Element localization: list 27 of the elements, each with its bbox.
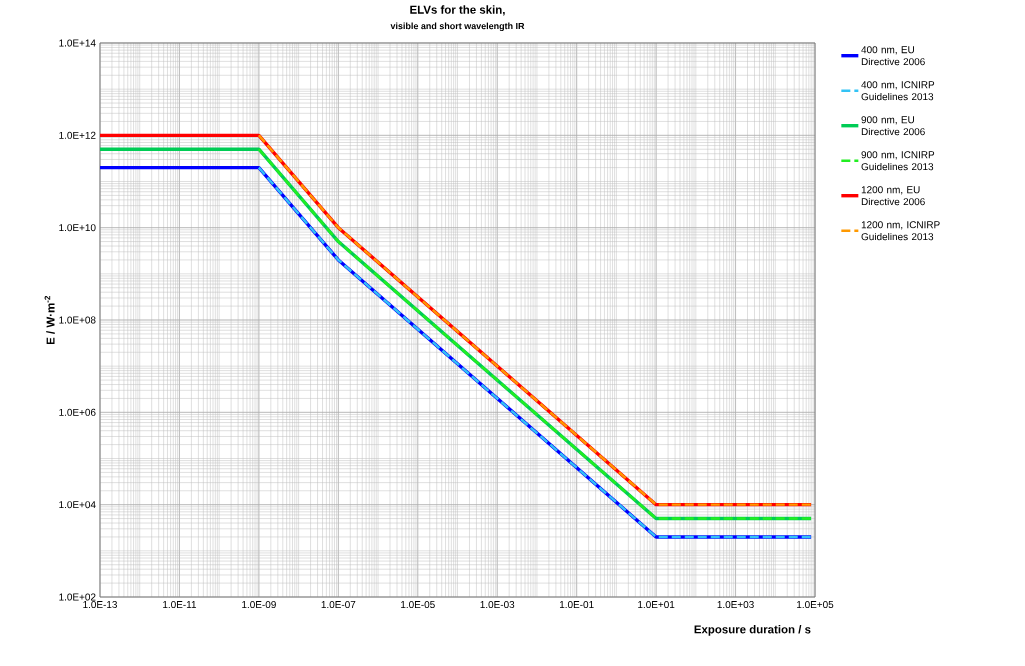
x-tick-label: 1.0E+01 [638, 601, 675, 609]
x-tick-label: 1.0E-13 [83, 601, 118, 609]
x-tick-label: 1.0E-05 [401, 601, 435, 609]
x-tick-label: 1.0E-01 [559, 601, 594, 609]
y-tick-label: 1.0E+02 [59, 593, 96, 601]
x-tick-label: 1.0E-09 [242, 601, 276, 609]
y-axis-title: E / W·m$^{-2}$ [44, 296, 55, 345]
chart-subtitle: visible and short wavelength IR [390, 22, 525, 31]
x-tick-label: 1.0E+05 [797, 601, 834, 609]
y-tick-label: 1.0E+04 [59, 501, 96, 509]
legend-label: 900 nm, EU Directive 2006 [861, 116, 925, 136]
x-tick-label: 1.0E-03 [480, 601, 515, 609]
legend-label: 1200 nm, EU Directive 2006 [861, 186, 925, 206]
x-tick-label: 1.0E-11 [163, 601, 197, 609]
legend-label: 900 nm, ICNIRP Guidelines 2013 [861, 151, 935, 171]
legend-label: 400 nm, EU Directive 2006 [861, 46, 925, 66]
y-tick-label: 1.0E+12 [59, 131, 96, 139]
legend-label: 1200 nm, ICNIRP Guidelines 2013 [861, 221, 940, 241]
x-tick-label: 1.0E-07 [321, 601, 356, 609]
y-tick-label: 1.0E+08 [59, 316, 96, 324]
y-tick-label: 1.0E+10 [59, 224, 96, 232]
x-axis-title: Exposure duration / s [694, 625, 811, 636]
x-tick-label: 1.0E+03 [717, 601, 754, 609]
chart-title: ELVs for the skin, [410, 5, 505, 16]
y-tick-label: 1.0E+14 [59, 39, 96, 47]
y-tick-label: 1.0E+06 [59, 408, 96, 416]
legend-label: 400 nm, ICNIRP Guidelines 2013 [861, 81, 935, 101]
